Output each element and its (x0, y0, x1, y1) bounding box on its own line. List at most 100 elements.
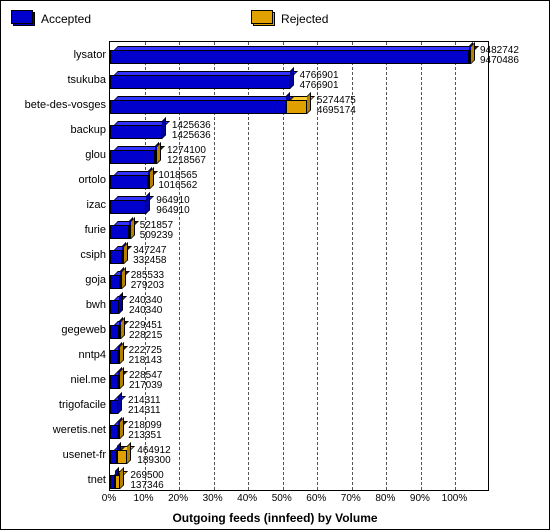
value-top: 285533 (131, 271, 164, 281)
feed-label: tsukuba (6, 74, 106, 86)
legend: Accepted Rejected (1, 5, 549, 33)
bar-row: trigofacile214311214311 (110, 392, 490, 417)
bar-rejected (118, 350, 120, 364)
value-bottom: 218143 (129, 356, 162, 366)
legend-swatch-accepted (13, 12, 35, 26)
bar-row: weretis.net218099213351 (110, 417, 490, 442)
bar-rejected (115, 475, 120, 489)
feed-label: backup (6, 124, 106, 136)
value-top: 347247 (133, 246, 166, 256)
value-top: 1425636 (172, 121, 211, 131)
bar-rejected (122, 250, 124, 264)
value-bottom: 1425636 (172, 131, 211, 141)
bar-row: bete-des-vosges52744754695174 (110, 92, 490, 117)
bar-rejected (155, 150, 157, 164)
bar-accepted (110, 100, 286, 114)
bar-row: niel.me228547217039 (110, 367, 490, 392)
bar-rejected (469, 50, 471, 64)
bar-rejected (119, 325, 121, 339)
value-top: 222725 (129, 346, 162, 356)
bar-accepted (110, 75, 290, 89)
bar-rejected (118, 425, 120, 439)
bar-accepted (110, 175, 148, 189)
bar-rejected (117, 450, 127, 464)
value-bottom: 9470486 (480, 56, 519, 66)
bar-accepted (110, 200, 146, 214)
value-top: 1018565 (158, 171, 197, 181)
value-top: 521857 (140, 221, 173, 231)
value-top: 1274100 (167, 146, 206, 156)
value-top: 4766901 (300, 71, 339, 81)
bar-row: bwh240340240340 (110, 292, 490, 317)
value-top: 464912 (137, 446, 170, 456)
value-bottom: 137346 (130, 481, 163, 491)
bar-row: izac964910964910 (110, 192, 490, 217)
value-top: 229451 (129, 321, 162, 331)
bar-row: lysator94827429470486 (110, 42, 490, 67)
bar-row: nntp4222725218143 (110, 342, 490, 367)
x-tick-label: 60% (306, 493, 326, 504)
feed-label: tnet (6, 474, 106, 486)
value-top: 214311 (128, 396, 161, 406)
feed-label: nntp4 (6, 349, 106, 361)
bar-row: backup14256361425636 (110, 117, 490, 142)
feed-label: bwh (6, 299, 106, 311)
value-top: 5274475 (317, 96, 356, 106)
x-tick-label: 30% (203, 493, 223, 504)
bar-row: gegeweb229451228215 (110, 317, 490, 342)
bar-row: tsukuba47669014766901 (110, 67, 490, 92)
value-bottom: 509239 (140, 231, 173, 241)
value-bottom: 189300 (137, 456, 170, 466)
bar-accepted (110, 350, 118, 364)
bar-rejected (286, 100, 307, 114)
value-bottom: 332458 (133, 256, 166, 266)
bar-rejected (118, 375, 120, 389)
value-bottom: 279203 (131, 281, 164, 291)
x-tick-label: 100% (442, 493, 468, 504)
bar-accepted (110, 125, 162, 139)
legend-swatch-rejected (253, 12, 275, 26)
value-bottom: 964910 (156, 206, 189, 216)
bar-row: csiph347247332458 (110, 242, 490, 267)
value-top: 228547 (129, 371, 162, 381)
chart-frame: Accepted Rejected lysator94827429470486t… (0, 0, 550, 530)
bar-row: ortolo10185651016562 (110, 167, 490, 192)
legend-label-rejected: Rejected (281, 12, 328, 26)
value-top: 218099 (128, 421, 161, 431)
value-bottom: 213351 (128, 431, 161, 441)
x-tick-label: 50% (272, 493, 292, 504)
bar-accepted (110, 50, 469, 64)
x-tick-label: 20% (168, 493, 188, 504)
bar-accepted (110, 300, 119, 314)
bar-accepted (110, 250, 122, 264)
feed-label: niel.me (6, 374, 106, 386)
feed-label: lysator (6, 49, 106, 61)
value-top: 269500 (130, 471, 163, 481)
bar-row: tnet269500137346 (110, 467, 490, 492)
value-bottom: 1218567 (167, 156, 206, 166)
feed-label: usenet-fr (6, 449, 106, 461)
bar-accepted (110, 275, 120, 289)
bar-rejected (129, 225, 131, 239)
legend-label-accepted: Accepted (41, 12, 91, 26)
feed-label: bete-des-vosges (6, 99, 106, 111)
feed-label: csiph (6, 249, 106, 261)
bar-row: usenet-fr464912189300 (110, 442, 490, 467)
value-bottom: 4766901 (300, 81, 339, 91)
value-bottom: 1016562 (158, 181, 197, 191)
value-bottom: 240340 (129, 306, 162, 316)
feed-label: weretis.net (6, 424, 106, 436)
value-bottom: 228215 (129, 331, 162, 341)
feed-label: furie (6, 224, 106, 236)
bar-accepted (110, 225, 129, 239)
feed-label: gegeweb (6, 324, 106, 336)
plot-area: lysator94827429470486tsukuba476690147669… (109, 41, 489, 491)
value-top: 964910 (156, 196, 189, 206)
x-tick-label: 80% (375, 493, 395, 504)
x-tick-label: 10% (134, 493, 154, 504)
bar-accepted (110, 150, 155, 164)
feed-label: ortolo (6, 174, 106, 186)
feed-label: trigofacile (6, 399, 106, 411)
bar-row: furie521857509239 (110, 217, 490, 242)
bar-accepted (110, 450, 117, 464)
